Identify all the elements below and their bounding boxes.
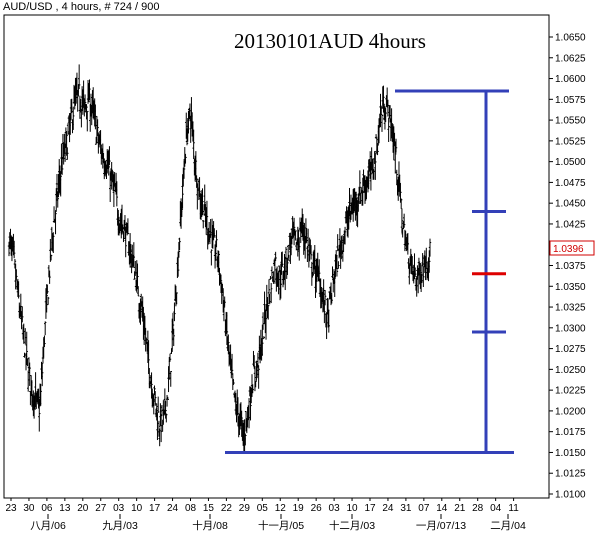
x-tick-label: 27 (95, 503, 107, 514)
y-tick-label: 1.0275 (555, 344, 586, 355)
y-tick-label: 1.0600 (555, 74, 586, 85)
y-tick-label: 1.0475 (555, 178, 586, 189)
x-tick-label: 23 (5, 503, 17, 514)
y-tick-label: 1.0425 (555, 219, 586, 230)
x-tick-label: 20 (77, 503, 89, 514)
month-label: 十一月/05 (258, 519, 304, 532)
month-label: 九月/03 (102, 520, 138, 532)
x-tick-label: 07 (418, 503, 430, 514)
x-tick-label: 19 (293, 503, 305, 514)
price-series (7, 64, 432, 452)
y-tick-label: 1.0650 (555, 33, 586, 44)
x-tick-label: 12 (275, 503, 287, 514)
current-price-box-frame (549, 240, 595, 256)
x-tick-label: 24 (167, 503, 179, 514)
y-tick-label: 1.0250 (555, 365, 586, 376)
x-tick-label: 17 (149, 503, 161, 514)
x-tick-label: 17 (364, 503, 376, 514)
x-tick-label: 30 (23, 503, 35, 514)
y-tick-label: 1.0575 (555, 95, 586, 106)
x-tick-label: 21 (454, 503, 466, 514)
x-tick-label: 10 (131, 503, 143, 514)
x-tick-label: 04 (490, 503, 502, 514)
x-tick-label: 06 (41, 503, 53, 514)
month-label: 八月/06 (30, 520, 66, 532)
y-tick-label: 1.0350 (555, 282, 586, 293)
current-price-label: 1.0396 (553, 244, 584, 255)
plot-frame (3, 14, 550, 499)
x-tick-label: 31 (400, 503, 412, 514)
y-tick-label: 1.0175 (555, 427, 586, 438)
y-axis: 1.0650 1.0625 1.0600 1.0575 1.0550 1.0525 1.05… (549, 33, 586, 501)
x-tick-label: 15 (203, 503, 215, 514)
y-tick-label: 1.0300 (555, 323, 586, 334)
chart-header: AUD/USD , 4 hours, # 724 / 900 (3, 1, 160, 13)
x-tick-label: 03 (329, 503, 341, 514)
x-tick-label: 14 (436, 503, 448, 514)
x-tick-label: 11 (508, 503, 519, 514)
y-tick-label: 1.0150 (555, 448, 586, 459)
y-tick-label: 1.0225 (555, 386, 586, 397)
measurement-annotations[interactable] (225, 89, 514, 454)
x-tick-label: 24 (382, 503, 394, 514)
y-tick-label: 1.0550 (555, 116, 586, 127)
y-tick-label: 1.0625 (555, 53, 586, 64)
x-axis: 23 30 06 13 20 27 03 10 17 24 08 15 22 29 05 12 19 26 03 10… (5, 498, 519, 514)
x-tick-label: 05 (257, 503, 269, 514)
y-tick-label: 1.0325 (555, 303, 586, 314)
x-tick-label: 08 (185, 503, 197, 514)
y-tick-label: 1.0375 (555, 261, 586, 272)
y-tick-label: 1.0100 (555, 490, 586, 501)
month-label: 十月/08 (192, 519, 228, 532)
y-tick-label: 1.0450 (555, 199, 586, 210)
month-labels: 八月/06 九月/03 十月/08 十一月/05 十二月/03 一月/07/13 二月/04 (30, 514, 526, 532)
y-tick-label: 1.0500 (555, 157, 586, 168)
x-tick-label: 22 (221, 503, 233, 514)
y-tick-label: 1.0125 (555, 469, 586, 480)
month-label: 一月/07/13 (416, 520, 466, 532)
x-tick-label: 29 (239, 503, 251, 514)
x-tick-label: 03 (113, 503, 125, 514)
x-tick-label: 28 (472, 503, 484, 514)
month-label: 二月/04 (490, 520, 526, 532)
x-tick-label: 26 (311, 503, 323, 514)
chart-title: 20130101AUD 4hours (234, 29, 426, 53)
y-tick-label: 1.0200 (555, 406, 586, 417)
y-tick-label: 1.0525 (555, 136, 586, 147)
x-tick-label: 13 (59, 503, 71, 514)
month-label: 十二月/03 (329, 519, 375, 532)
current-price-box: 1.0396 (549, 240, 595, 256)
x-tick-label: 10 (346, 503, 358, 514)
